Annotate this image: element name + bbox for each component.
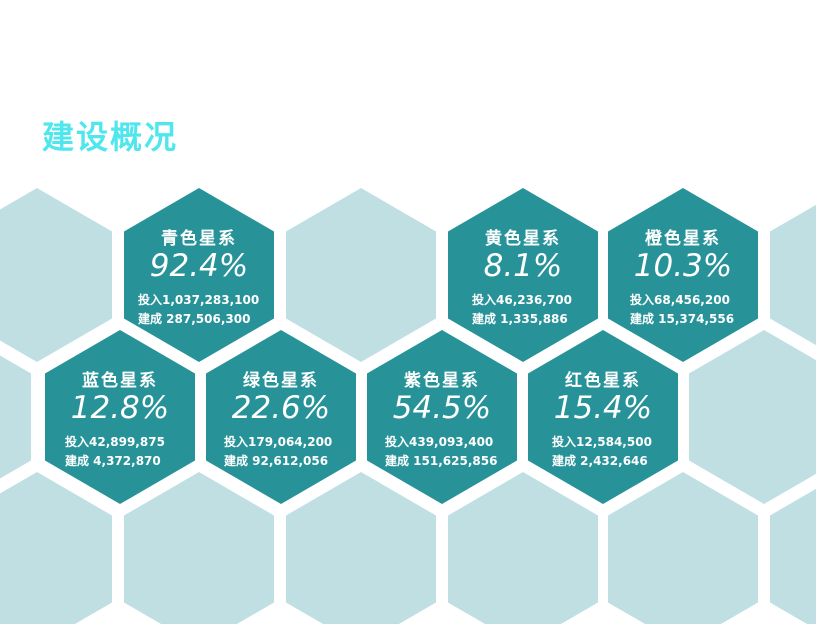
decorative-hex	[0, 472, 112, 624]
card-name: 青色星系	[161, 229, 237, 249]
decorative-hex	[448, 472, 598, 624]
decorative-hex	[770, 188, 816, 362]
decorative-hex	[124, 472, 274, 624]
galaxy-card-purple: 紫色星系 54.5% 投入439,093,400 建成 151,625,856	[367, 330, 517, 504]
card-percent: 15.4%	[553, 390, 653, 426]
card-built: 建成 15,374,556	[630, 312, 735, 326]
card-percent: 12.8%	[70, 390, 170, 426]
galaxy-card-red: 红色星系 15.4% 投入12,584,500 建成 2,432,646	[528, 330, 678, 504]
card-name: 红色星系	[565, 371, 641, 391]
galaxy-card-orange: 橙色星系 10.3% 投入68,456,200 建成 15,374,556	[608, 188, 758, 362]
card-invest: 投入68,456,200	[630, 293, 730, 307]
card-invest: 投入1,037,283,100	[138, 293, 260, 307]
card-invest: 投入12,584,500	[552, 435, 652, 449]
decorative-hex	[0, 188, 112, 362]
card-built: 建成 151,625,856	[385, 454, 498, 468]
decorative-hex	[689, 330, 816, 504]
card-name: 橙色星系	[645, 229, 721, 249]
card-name: 绿色星系	[243, 371, 319, 391]
card-percent: 10.3%	[633, 248, 733, 284]
card-built: 建成 1,335,886	[472, 312, 568, 326]
card-built: 建成 287,506,300	[138, 312, 251, 326]
card-percent: 92.4%	[149, 248, 249, 284]
card-name: 蓝色星系	[82, 371, 158, 391]
card-invest: 投入42,899,875	[65, 435, 165, 449]
card-name: 紫色星系	[404, 371, 480, 391]
card-invest: 投入179,064,200	[224, 435, 333, 449]
decorative-hex	[608, 472, 758, 624]
card-built: 建成 2,432,646	[552, 454, 648, 468]
decorative-hex	[286, 188, 436, 362]
decorative-hex	[286, 472, 436, 624]
card-built: 建成 4,372,870	[65, 454, 161, 468]
galaxy-card-cyan: 青色星系 92.4% 投入1,037,283,100 建成 287,506,30…	[124, 188, 274, 362]
card-percent: 8.1%	[483, 248, 563, 284]
galaxy-card-blue: 蓝色星系 12.8% 投入42,899,875 建成 4,372,870	[45, 330, 195, 504]
page-title: 建设概况	[42, 118, 179, 156]
card-invest: 投入46,236,700	[472, 293, 572, 307]
card-percent: 22.6%	[231, 390, 331, 426]
decorative-hex	[0, 330, 31, 504]
card-percent: 54.5%	[392, 390, 492, 426]
galaxy-card-green: 绿色星系 22.6% 投入179,064,200 建成 92,612,056	[206, 330, 356, 504]
galaxy-card-yellow: 黄色星系 8.1% 投入46,236,700 建成 1,335,886	[448, 188, 598, 362]
card-built: 建成 92,612,056	[224, 454, 329, 468]
card-name: 黄色星系	[485, 229, 561, 249]
card-invest: 投入439,093,400	[385, 435, 494, 449]
